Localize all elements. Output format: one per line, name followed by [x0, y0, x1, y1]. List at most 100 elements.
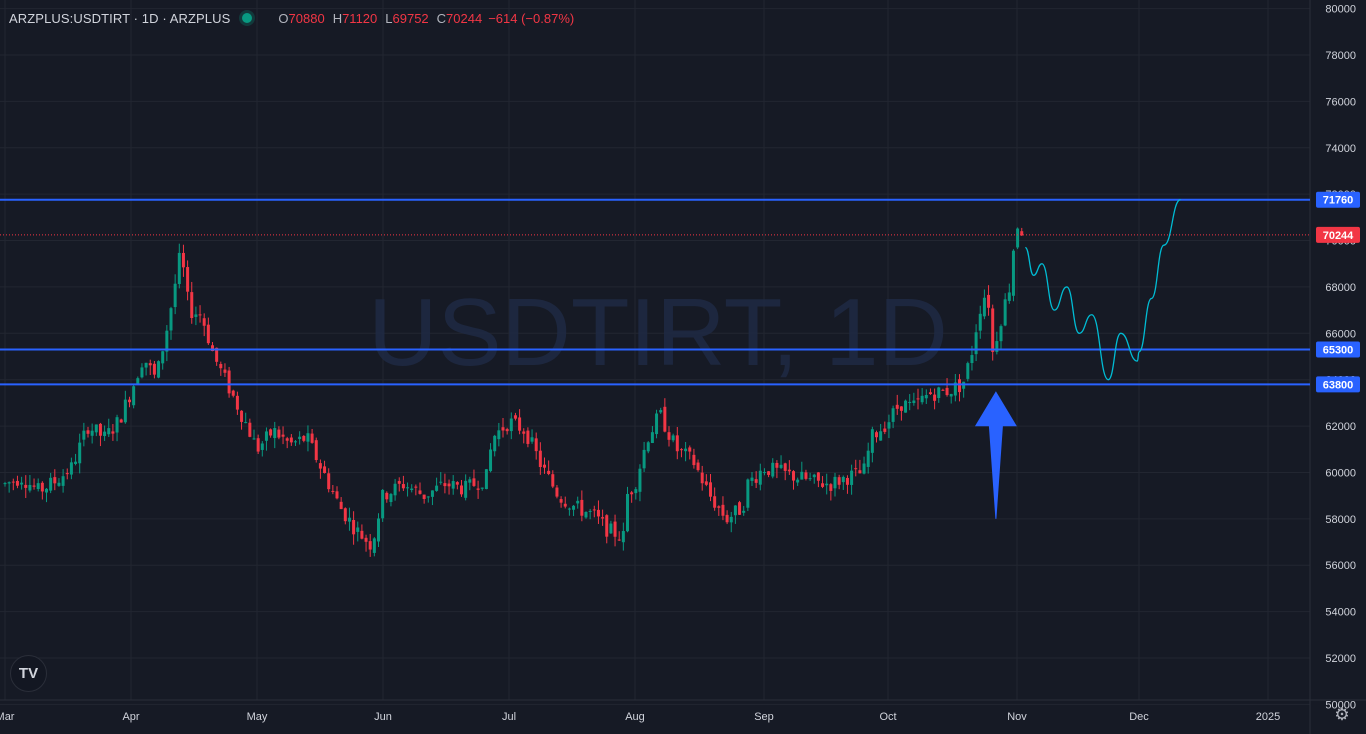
- candle-down: [339, 501, 343, 510]
- candle-down: [15, 480, 19, 486]
- candle-down: [559, 499, 563, 503]
- candle-up: [252, 438, 256, 440]
- candle-down: [987, 294, 991, 308]
- candle-down: [414, 486, 418, 488]
- candle-down: [343, 508, 347, 522]
- candle-down: [215, 347, 219, 362]
- candle-up: [937, 387, 941, 399]
- candle-up: [646, 442, 650, 452]
- candle-up: [497, 430, 501, 440]
- candle-down: [181, 252, 185, 268]
- candle-up: [870, 429, 874, 453]
- candle-down: [991, 308, 995, 352]
- candle-down: [700, 472, 704, 484]
- candle-down: [601, 517, 605, 519]
- candle-up: [489, 449, 493, 472]
- horizontal-levels[interactable]: [0, 198, 1310, 386]
- last-price-tag: 70244: [1323, 230, 1354, 242]
- projection-line: [1024, 199, 1181, 381]
- candle-up: [530, 437, 534, 442]
- time-tick-label: Mar: [0, 711, 15, 723]
- candle-up: [974, 332, 978, 355]
- candle-down: [958, 379, 961, 393]
- candle-down: [289, 437, 293, 443]
- candle-up: [588, 510, 592, 512]
- candle-up: [978, 313, 982, 331]
- candle-up: [887, 422, 891, 429]
- candle-up: [572, 505, 576, 510]
- time-axis[interactable]: Mar Apr May Jun Jul Aug Sep Oct Nov Dec 2025: [0, 711, 1280, 723]
- price-tick-label: 50000: [1325, 699, 1356, 711]
- up-arrow-annotation[interactable]: [974, 391, 1017, 519]
- candle-up: [260, 443, 264, 450]
- candle-down: [501, 427, 505, 431]
- candle-down: [248, 422, 252, 437]
- candle-up: [609, 523, 613, 534]
- candle-down: [555, 487, 559, 497]
- candle-up: [169, 308, 173, 331]
- candle-up: [82, 430, 86, 440]
- candle-up: [294, 441, 297, 443]
- candle-down: [709, 482, 712, 497]
- candle-up: [157, 361, 161, 378]
- candle-up: [891, 408, 895, 422]
- candle-up: [642, 449, 646, 469]
- up-arrow[interactable]: [974, 391, 1017, 519]
- candle-down: [854, 468, 858, 470]
- time-tick-label: Jun: [374, 711, 392, 723]
- time-tick-label: Apr: [122, 711, 139, 723]
- market-status-dot: [242, 13, 253, 23]
- candle-up: [484, 469, 488, 490]
- candle-down: [837, 477, 841, 485]
- candle-down: [476, 488, 480, 490]
- level-price-tag: 71760: [1323, 195, 1354, 207]
- candle-up: [356, 527, 360, 532]
- gear-icon[interactable]: ⚙: [1334, 705, 1350, 724]
- close-value: 70244: [446, 10, 483, 26]
- candle-down: [128, 399, 131, 403]
- candle-down: [522, 431, 526, 434]
- candle-up: [1016, 228, 1020, 248]
- candle-down: [455, 482, 459, 485]
- candle-up: [90, 430, 94, 436]
- candle-up: [866, 450, 870, 467]
- candle-down: [534, 438, 538, 452]
- level-price-tag: 65300: [1323, 345, 1354, 357]
- candle-down: [235, 395, 239, 410]
- candle-up: [493, 435, 497, 452]
- candle-up: [57, 482, 61, 486]
- time-tick-label: Sep: [754, 711, 774, 723]
- candle-up: [298, 436, 302, 440]
- candle-up: [742, 510, 746, 513]
- candle-up: [61, 476, 65, 486]
- candle-down: [360, 530, 364, 539]
- candle-up: [750, 477, 754, 481]
- candle-up: [273, 428, 277, 439]
- candle-up: [733, 505, 737, 516]
- candle-up: [161, 351, 165, 364]
- candle-up: [7, 482, 11, 484]
- candle-up: [78, 442, 82, 464]
- level-price-tag-bg: [1316, 191, 1360, 208]
- candle-down: [617, 539, 621, 541]
- candle-down: [775, 462, 779, 468]
- candle-up: [509, 418, 513, 432]
- price-tick-label: 66000: [1325, 328, 1356, 340]
- candle-down: [302, 435, 306, 441]
- candle-up: [800, 471, 804, 480]
- symbol-title[interactable]: ARZPLUS:USDTIRT · 1D · ARZPLUS: [9, 10, 231, 26]
- open-label: O: [278, 10, 289, 26]
- candle-down: [679, 449, 683, 451]
- candle-up: [144, 362, 148, 368]
- candle-down: [422, 494, 426, 499]
- tradingview-logo-icon[interactable]: TV: [10, 655, 47, 692]
- candle-down: [721, 504, 725, 516]
- candle-down: [318, 463, 322, 469]
- candle-up: [862, 463, 866, 474]
- candle-down: [314, 440, 318, 461]
- candle-up: [638, 468, 642, 492]
- candle-up: [439, 481, 443, 483]
- candle-down: [223, 369, 227, 373]
- candle-up: [468, 479, 472, 483]
